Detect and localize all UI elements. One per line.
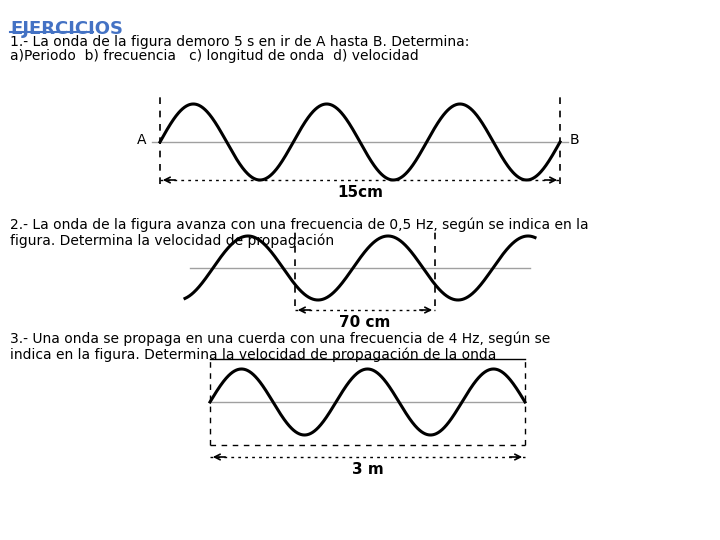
Text: 15cm: 15cm [337,185,383,200]
Text: EJERCICIOS: EJERCICIOS [10,20,123,38]
Text: a)Periodo  b) frecuencia   c) longitud de onda  d) velocidad: a)Periodo b) frecuencia c) longitud de o… [10,49,419,63]
Text: 1.- La onda de la figura demoro 5 s en ir de A hasta B. Determina:: 1.- La onda de la figura demoro 5 s en i… [10,35,469,49]
Text: 70 cm: 70 cm [339,315,391,330]
Text: B: B [570,133,580,147]
Text: 3 m: 3 m [351,462,383,477]
Text: 3.- Una onda se propaga en una cuerda con una frecuencia de 4 Hz, según se: 3.- Una onda se propaga en una cuerda co… [10,332,550,347]
Text: indica en la figura. Determina la velocidad de propagación de la onda: indica en la figura. Determina la veloci… [10,347,496,361]
Text: 2.- La onda de la figura avanza con una frecuencia de 0,5 Hz, según se indica en: 2.- La onda de la figura avanza con una … [10,218,589,233]
Text: A: A [137,133,146,147]
Text: figura. Determina la velocidad de propagación: figura. Determina la velocidad de propag… [10,233,334,247]
